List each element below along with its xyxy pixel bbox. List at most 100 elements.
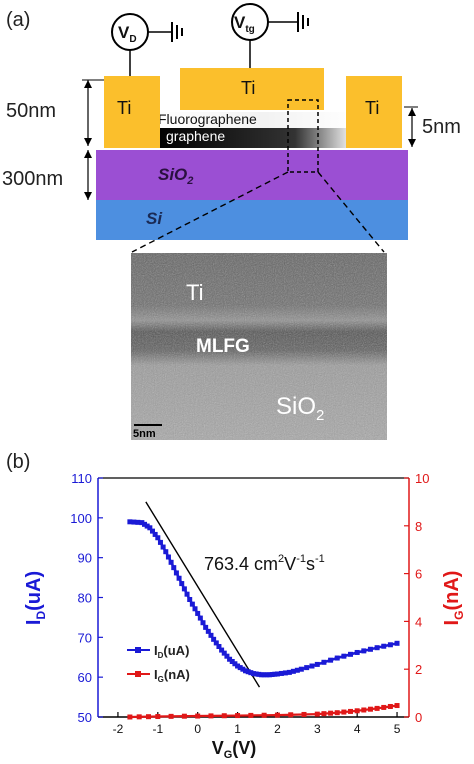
tick-layer: -2 -1 0 1 2 3 4 5 50 60 70 80 90 100 110 0 2 4 6 8 10	[70, 471, 429, 736]
data-point	[381, 704, 387, 710]
data-point	[184, 591, 190, 597]
data-point	[147, 525, 153, 531]
ti-left-electrode	[104, 76, 160, 148]
mobility-fit-line	[145, 501, 261, 688]
data-point	[243, 668, 249, 674]
fluorographene-layer	[155, 112, 355, 128]
data-point	[282, 670, 288, 676]
data-point	[216, 643, 222, 649]
data-point	[256, 671, 262, 677]
tem-ti-label: Ti	[186, 280, 204, 305]
data-point	[387, 703, 393, 709]
y-right-tick-label: 10	[415, 471, 429, 486]
data-point	[219, 647, 225, 653]
data-point	[374, 705, 380, 711]
data-point	[205, 628, 211, 634]
data-point	[361, 707, 367, 713]
data-point	[200, 620, 206, 626]
data-point	[136, 714, 142, 720]
y-axis-left-label: ID(uA)	[23, 571, 48, 625]
data-point	[192, 606, 198, 612]
data-point	[155, 714, 161, 720]
tem-mlfg-label: MLFG	[196, 336, 250, 357]
data-point	[248, 712, 254, 718]
tem-scale-label: 5nm	[133, 428, 156, 440]
dim-5nm-label: 5nm	[422, 116, 461, 138]
ti-left-label: Ti	[117, 98, 131, 118]
series-layer	[127, 519, 400, 720]
y-left-tick-label: 90	[78, 551, 92, 566]
panel-b: (b) -2 -1 0 1 2 3 4 5 50 60 70 80 90 100 110 0 2 4 6 8 10 76…	[6, 451, 466, 761]
data-point	[266, 672, 272, 678]
data-point	[221, 713, 227, 719]
data-point	[189, 601, 195, 607]
data-point	[354, 649, 360, 655]
data-point	[229, 658, 235, 664]
data-point	[149, 528, 155, 534]
ti-top-label: Ti	[241, 78, 255, 98]
x-tick-label: -2	[113, 722, 124, 736]
vd-label: VD	[118, 23, 137, 45]
data-point	[301, 711, 307, 717]
data-point	[272, 671, 278, 677]
data-point	[253, 671, 259, 677]
dim-50nm-marker	[82, 79, 104, 146]
data-point	[157, 539, 163, 545]
y-left-tick-label: 50	[78, 710, 92, 725]
zoom-region-box	[287, 99, 319, 173]
dim-50nm-label: 50nm	[6, 100, 56, 122]
x-tick-label: 4	[354, 722, 361, 736]
data-point	[131, 519, 137, 525]
si-layer	[96, 200, 408, 240]
x-axis-label: VG(V)	[212, 738, 257, 761]
svg-text:ID(uA): ID(uA)	[154, 643, 189, 660]
y-right-tick-label: 2	[415, 662, 422, 677]
data-point	[261, 672, 267, 678]
x-tick-label: 0	[194, 722, 201, 736]
vtg-label: Vtg	[234, 13, 255, 35]
sio2-label: SiO2	[158, 165, 193, 187]
data-point	[135, 519, 141, 525]
data-point	[304, 665, 310, 671]
vd-source	[111, 13, 183, 76]
y-right-tick-label: 6	[415, 567, 422, 582]
data-point	[367, 646, 373, 652]
svg-text:IG(nA): IG(nA)	[154, 667, 190, 684]
data-point	[309, 663, 315, 669]
data-point	[168, 559, 174, 565]
data-point	[264, 672, 270, 678]
tem-sio2-label: SiO2	[276, 393, 324, 424]
vtg-source	[231, 3, 309, 68]
data-point	[240, 666, 246, 672]
data-point	[139, 520, 145, 526]
data-point	[235, 663, 241, 669]
sio2-layer	[96, 150, 408, 200]
x-tick-label: -1	[152, 722, 163, 736]
data-point	[152, 531, 158, 537]
data-point	[294, 667, 300, 673]
data-point	[160, 544, 166, 550]
data-point	[165, 554, 171, 560]
data-point	[176, 575, 182, 581]
data-point	[274, 671, 280, 677]
y-left-tick-label: 110	[71, 471, 92, 486]
data-point	[334, 710, 340, 716]
data-point	[269, 672, 275, 678]
data-point	[314, 711, 320, 717]
y-left-tick-label: 80	[78, 591, 92, 606]
panel-a: (a) 50nm 300nm 5nm Si SiO2	[2, 3, 461, 440]
data-point	[187, 596, 193, 602]
data-point	[197, 615, 203, 621]
data-point	[261, 712, 267, 718]
data-point	[314, 661, 320, 667]
data-point	[208, 713, 214, 719]
data-point	[354, 708, 360, 714]
data-point	[274, 712, 280, 718]
dim-5nm-marker	[404, 106, 418, 147]
data-point	[168, 713, 174, 719]
data-point	[348, 708, 354, 714]
data-point	[181, 713, 187, 719]
ti-top-gate	[180, 68, 324, 110]
mobility-annotation: 763.4 cm2V-1s-1	[204, 553, 325, 574]
